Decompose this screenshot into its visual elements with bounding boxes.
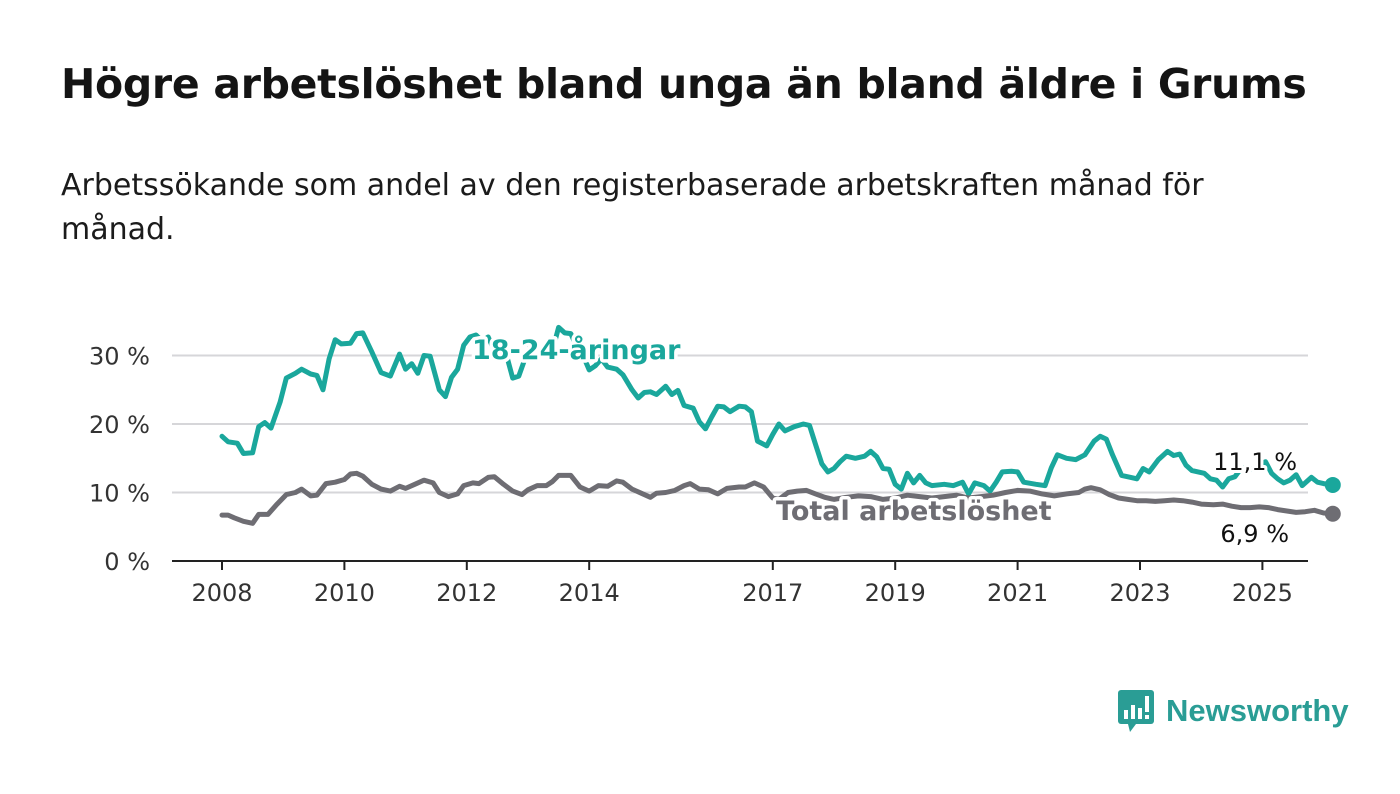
x-tick-label: 2023: [1109, 579, 1170, 607]
x-tick-label: 2021: [987, 579, 1048, 607]
bar-chart-logo-icon: [1118, 690, 1154, 732]
newsworthy-logo[interactable]: Newsworthy: [1118, 690, 1349, 732]
series-end-point-0: [1324, 476, 1341, 493]
chart-subtitle: Arbetssökande som andel av den registerb…: [61, 168, 1204, 247]
gridlines: [172, 354, 1308, 494]
x-tick-label: 2014: [559, 579, 620, 607]
y-tick-label: 0 %: [104, 548, 150, 576]
x-tick-label: 2012: [436, 579, 497, 607]
series-line-1: [219, 470, 1336, 526]
y-tick-label: 20 %: [89, 411, 150, 439]
x-axis: 2008 2010 2012 2014 2017 2019 2021 2023 2025: [172, 560, 1308, 607]
logo-text: Newsworthy: [1166, 693, 1349, 728]
x-tick-label: 2010: [314, 579, 375, 607]
series-line-0: [219, 324, 1336, 497]
x-tick-label: 2017: [742, 579, 803, 607]
end-label-total: 6,9 %: [1220, 520, 1289, 548]
x-tick-label: 2019: [865, 579, 926, 607]
series-label-youth: 18-24-åringar: [472, 334, 681, 366]
series-label-total: Total arbetslöshet: [776, 496, 1052, 527]
x-tick-label: 2008: [191, 579, 252, 607]
series-labels: 18-24-åringar Total arbetslöshet 11,1 % 6,9…: [469, 331, 1301, 552]
end-label-youth: 11,1 %: [1213, 448, 1297, 476]
series-end-point-1: [1324, 505, 1341, 522]
y-tick-label: 30 %: [89, 343, 150, 371]
y-axis-tick-labels: 0 % 10 % 20 % 30 %: [89, 343, 150, 577]
x-tick-label: 2025: [1232, 579, 1293, 607]
chart-title: Högre arbetslöshet bland unga än bland ä…: [61, 60, 1307, 108]
y-tick-label: 10 %: [89, 480, 150, 508]
series-lines: [219, 324, 1341, 526]
